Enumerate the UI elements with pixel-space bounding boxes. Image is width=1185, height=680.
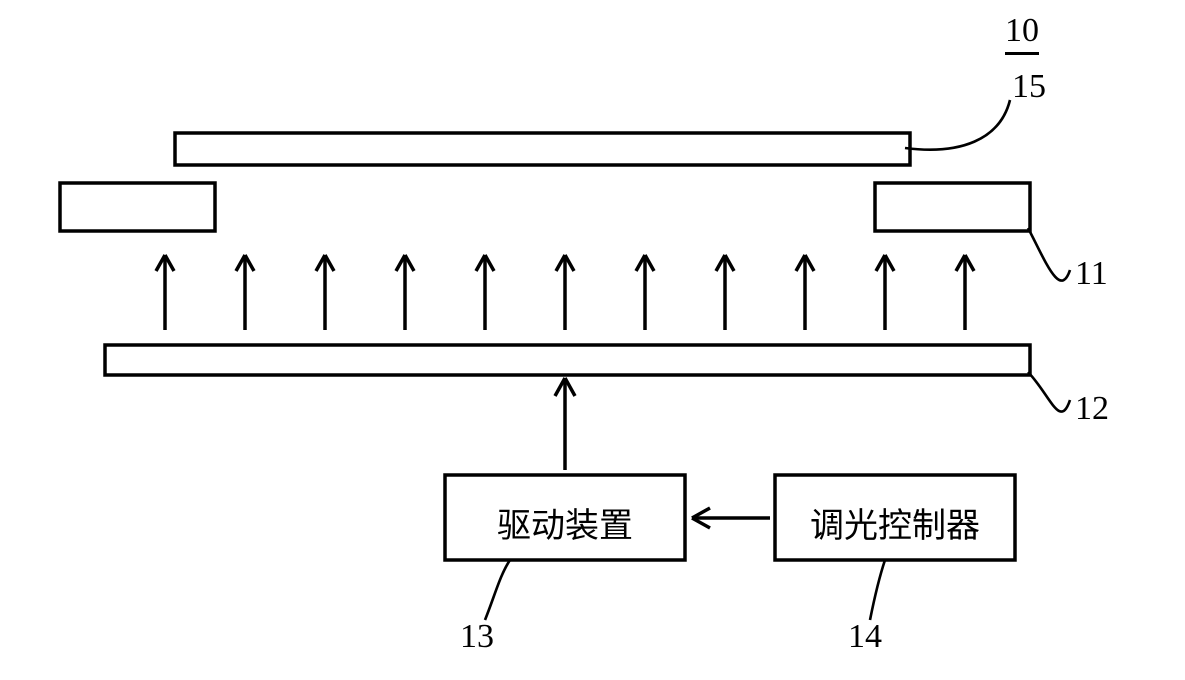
dimmer-box-label: 调光控制器 [775,498,1015,547]
ref-label-12: 12 [1075,390,1109,428]
figure-number: 10 [1005,12,1039,55]
ref-label-13: 13 [460,618,494,656]
drive-box-label: 驱动装置 [445,498,685,547]
ref-label-14: 14 [848,618,882,656]
ref-label-11: 11 [1075,255,1108,293]
ref-label-15: 15 [1012,68,1046,106]
